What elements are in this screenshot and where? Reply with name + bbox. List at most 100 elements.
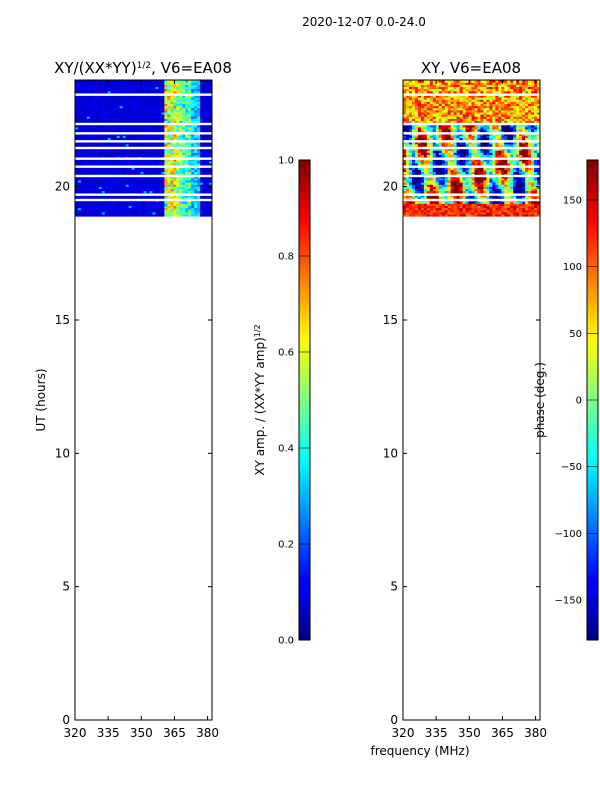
amp-heatmap-cell xyxy=(185,143,189,147)
amp-heatmap-cell xyxy=(75,118,79,121)
amp-heatmap-cell xyxy=(185,177,189,181)
amp-heatmap-cell xyxy=(116,118,121,121)
amp-heatmap-cell xyxy=(146,186,151,189)
phase-heatmap-cell xyxy=(513,171,517,175)
amp-heatmap-cell xyxy=(104,196,109,200)
amp-heatmap-cell xyxy=(107,160,112,164)
phase-heatmap-cell xyxy=(525,177,529,181)
amp-heatmap-cell xyxy=(104,167,109,170)
amp-heatmap-cell xyxy=(176,141,180,145)
amp-heatmap-cell xyxy=(200,80,204,83)
amp-heatmap-cell xyxy=(89,126,94,130)
phase-heatmap-cell xyxy=(480,154,485,158)
phase-heatmap-cell xyxy=(426,124,431,128)
amp-heatmap-cell xyxy=(170,207,174,211)
amp-heatmap-cell xyxy=(155,114,159,117)
phase-heatmap-cell xyxy=(510,213,514,217)
amp-heatmap-cell xyxy=(209,107,212,111)
amp-heatmap-cell xyxy=(86,109,91,113)
phase-heatmap-cell xyxy=(423,201,428,204)
amp-heatmap-cell xyxy=(209,158,212,162)
amp-heatmap-cell xyxy=(101,120,106,124)
phase-heatmap-cell xyxy=(507,162,511,166)
amp-heatmap-cell xyxy=(75,109,79,113)
phase-heatmap-cell xyxy=(459,154,464,158)
amp-heatmap-cell xyxy=(158,94,162,98)
amp-heatmap-cell xyxy=(176,107,180,111)
amp-heatmap-cell xyxy=(167,111,171,115)
amp-heatmap-cell xyxy=(107,184,112,187)
amp-heatmap-cell xyxy=(116,184,121,187)
phase-heatmap-cell xyxy=(507,207,511,211)
amp-heatmap-cell xyxy=(170,194,174,198)
amp-heatmap-cell xyxy=(131,141,136,145)
amp-heatmap-cell xyxy=(149,207,154,211)
phase-heatmap-cell xyxy=(510,188,514,192)
phase-heatmap-cell xyxy=(477,209,482,213)
amp-heatmap-cell xyxy=(152,99,157,102)
amp-heatmap-cell xyxy=(197,160,201,164)
amp-heatmap-cell xyxy=(143,162,148,166)
phase-heatmap-cell xyxy=(444,135,449,138)
phase-heatmap-cell xyxy=(465,188,470,192)
phase-heatmap-cell xyxy=(462,179,467,183)
amp-heatmap-cell xyxy=(113,201,118,204)
amp-heatmap-cell xyxy=(80,118,85,121)
phase-heatmap-cell xyxy=(441,182,446,185)
amp-heatmap-cell xyxy=(89,114,94,117)
amp-heatmap-cell xyxy=(101,124,106,128)
phase-heatmap-cell xyxy=(420,167,425,170)
amp-heatmap-cell xyxy=(80,150,85,153)
amp-heatmap-cell xyxy=(77,207,82,211)
amp-heatmap-cell xyxy=(101,211,106,215)
phase-heatmap-cell xyxy=(447,196,452,200)
phase-heatmap-cell xyxy=(471,194,476,198)
amp-heatmap-cell xyxy=(179,205,183,209)
amp-heatmap-cell xyxy=(176,128,180,132)
amp-heatmap-cell xyxy=(143,128,148,132)
amp-heatmap-cell xyxy=(98,152,103,155)
phase-heatmap-cell xyxy=(516,190,520,194)
phase-heatmap-cell xyxy=(403,162,407,166)
phase-heatmap-cell xyxy=(432,194,437,198)
amp-heatmap-cell xyxy=(122,205,127,209)
amp-heatmap-cell xyxy=(104,194,109,198)
amp-heatmap-cell xyxy=(137,141,142,145)
phase-heatmap-cell xyxy=(474,169,479,172)
phase-heatmap-cell xyxy=(507,141,511,145)
amp-heatmap-cell xyxy=(131,167,136,170)
amp-heatmap-cell xyxy=(131,179,136,183)
phase-heatmap-cell xyxy=(450,211,455,215)
amp-heatmap-cell xyxy=(188,135,192,138)
amp-heatmap-cell xyxy=(101,209,106,213)
amp-heatmap-cell xyxy=(113,101,118,104)
amp-heatmap-cell xyxy=(116,135,121,138)
phase-heatmap-cell xyxy=(519,186,523,189)
amp-heatmap-cell xyxy=(146,94,151,98)
amp-heatmap-cell xyxy=(203,128,207,132)
amp-heatmap-cell xyxy=(89,207,94,211)
phase-heatmap-cell xyxy=(480,126,485,130)
amp-heatmap-cell xyxy=(209,162,212,166)
amp-heatmap-cell xyxy=(179,99,183,102)
phase-heatmap-cell xyxy=(414,158,419,162)
amp-heatmap-cell xyxy=(209,141,212,145)
phase-heatmap-cell xyxy=(471,188,476,192)
phase-heatmap-cell xyxy=(510,143,514,147)
amp-heatmap-cell xyxy=(149,182,154,185)
phase-heatmap-cell xyxy=(435,154,440,158)
amp-heatmap-cell xyxy=(128,126,133,130)
phase-heatmap-cell xyxy=(403,182,407,185)
phase-heatmap-cell xyxy=(483,152,487,155)
amp-heatmap-cell xyxy=(80,154,85,158)
phase-heatmap-cell xyxy=(403,169,407,172)
phase-heatmap-cell xyxy=(447,213,452,217)
phase-heatmap-cell xyxy=(432,162,437,166)
amp-heatmap-cell xyxy=(83,101,88,104)
amp-heatmap-cell xyxy=(75,94,79,98)
amp-heatmap-cell xyxy=(143,196,148,200)
phase-heatmap-cell xyxy=(534,135,538,138)
amp-heatmap-cell xyxy=(107,154,112,158)
amp-heatmap-cell xyxy=(104,211,109,215)
